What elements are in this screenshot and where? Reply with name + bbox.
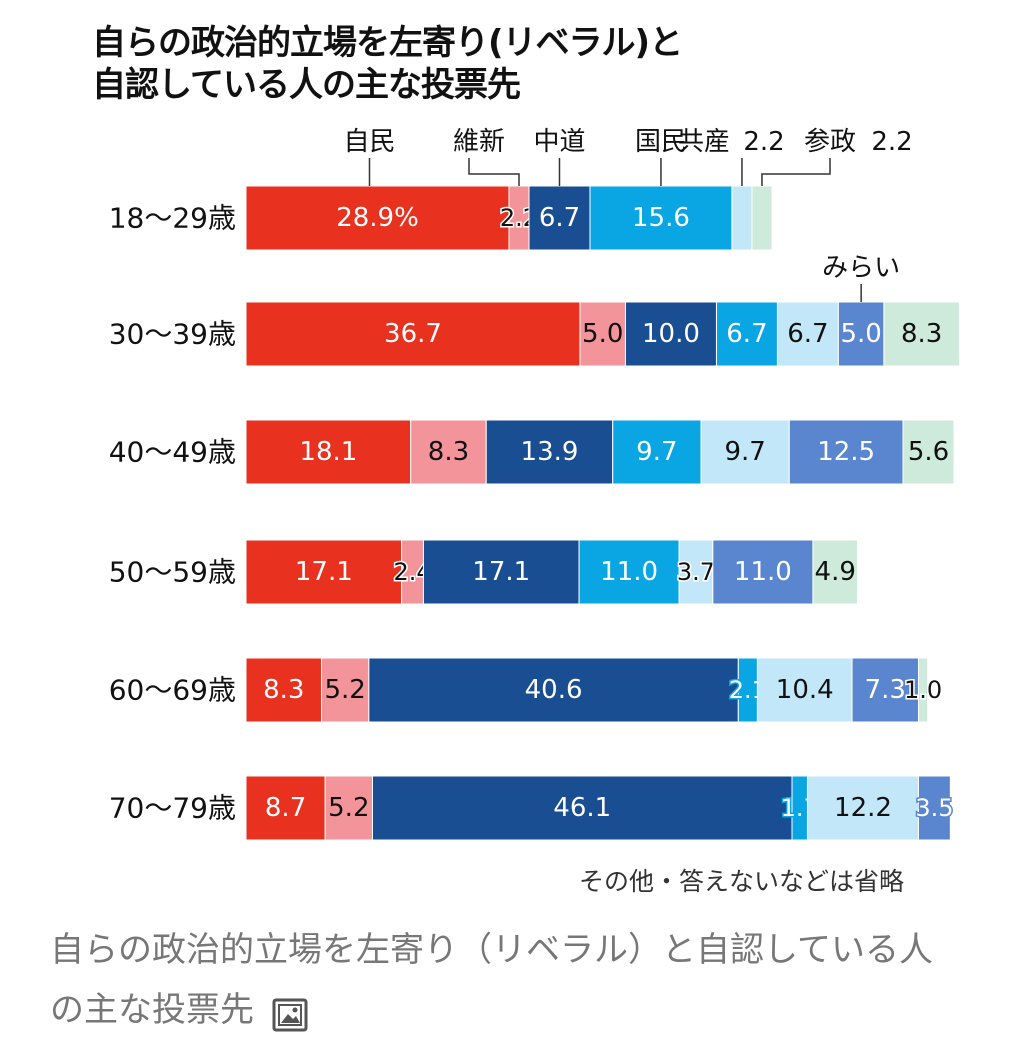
legend-label: 国民 (635, 127, 687, 157)
legend-label: 中道 (533, 127, 585, 157)
bar-segment (700, 419, 790, 485)
bar-segment (812, 539, 859, 605)
category-label: 40〜49歳 (109, 436, 236, 469)
data-label: 11.0 (600, 557, 658, 587)
data-label: 46.1 (553, 793, 611, 823)
bar-segment (485, 419, 614, 485)
bar-segment (756, 657, 853, 723)
legend-value: 2.2 (743, 127, 784, 157)
category-label: 30〜39歳 (109, 318, 236, 351)
bar-segment (731, 185, 753, 251)
data-label: 10.4 (776, 675, 834, 705)
bar-segment (917, 657, 929, 723)
image-icon[interactable] (272, 991, 308, 1031)
data-label: 17.1 (472, 557, 530, 587)
data-label: 4.9 (815, 557, 856, 587)
bar-segment (902, 419, 955, 485)
category-label: 50〜59歳 (109, 556, 236, 589)
leader-line (761, 158, 831, 186)
bar-segment (751, 185, 773, 251)
bar-segment (715, 301, 778, 367)
data-label: 8.3 (901, 319, 942, 349)
data-label: 5.2 (325, 675, 366, 705)
data-label: 5.0 (840, 319, 881, 349)
legend-label: 自民 (343, 127, 395, 157)
bar-segment (851, 657, 919, 723)
chart-title-line-2: 自認している人の主な投票先 (92, 65, 521, 105)
data-label: 9.7 (636, 437, 677, 467)
data-label: 8.3 (428, 437, 469, 467)
data-label: 7.3 (865, 675, 906, 705)
data-label: 6.7 (539, 203, 580, 233)
bar-segment (589, 185, 733, 251)
data-label: 15.6 (632, 203, 690, 233)
data-label: 6.7 (787, 319, 828, 349)
bar-segment (245, 657, 323, 723)
bar-segment (410, 419, 487, 485)
data-label: 3.7 (677, 558, 715, 586)
category-label: 18〜29歳 (109, 202, 236, 235)
bar-segment (371, 775, 793, 841)
chart-title-line-1: 自らの政治的立場を左寄り(リベラル)と (92, 23, 683, 63)
legend-label: 維新 (453, 127, 505, 157)
data-label: 28.9% (336, 203, 419, 233)
bar-segment (806, 775, 919, 841)
data-label: 1.0 (904, 676, 942, 704)
bar-segment (368, 657, 739, 723)
data-label: 36.7 (384, 319, 442, 349)
bar-segment (245, 301, 581, 367)
bar-segment (678, 539, 714, 605)
legend-label: みらい (822, 253, 900, 283)
data-label: 9.7 (724, 437, 765, 467)
bar-segment (245, 539, 403, 605)
data-label: 5.6 (908, 437, 949, 467)
bar-segment (612, 419, 702, 485)
data-label: 40.6 (525, 675, 583, 705)
data-label: 11.0 (734, 557, 792, 587)
bar-segment (245, 419, 412, 485)
data-label: 12.2 (834, 793, 892, 823)
image-caption: 自らの政治的立場を左寄り（リベラル）と自認している人の主な投票先 (50, 920, 960, 1040)
data-label: 8.7 (265, 793, 306, 823)
bar-segment (837, 301, 885, 367)
data-label: 8.3 (263, 675, 304, 705)
stacked-bar-chart: 18〜29歳 28.9% 2.2 6.7 15.6 30〜39歳 36.7 5.0 10.0 6.… (109, 127, 960, 841)
bar-segment (917, 775, 951, 841)
data-label: 3.5 (915, 794, 953, 822)
bar-segment (245, 775, 326, 841)
bar-segment (624, 301, 717, 367)
legend-label: 共産 (678, 127, 730, 157)
data-label: 6.7 (726, 319, 767, 349)
data-label: 12.5 (817, 437, 875, 467)
data-label: 18.1 (299, 437, 357, 467)
bar-segment (776, 301, 839, 367)
data-label: 17.1 (295, 557, 353, 587)
bar-segment (324, 775, 373, 841)
chart-note: その他・答えないなどは省略 (578, 867, 904, 896)
data-label: 13.9 (521, 437, 579, 467)
bar-segment (422, 539, 580, 605)
bar-segment (245, 185, 510, 251)
chart-title: 自らの政治的立場を左寄り(リベラル)と 自認している人の主な投票先 (92, 22, 683, 106)
leader-line (468, 158, 520, 186)
bar-segment (712, 539, 814, 605)
category-label: 60〜69歳 (109, 674, 236, 707)
caption-text: 自らの政治的立場を左寄り（リベラル）と自認している人の主な投票先 (50, 930, 933, 1030)
category-label: 70〜79歳 (109, 792, 236, 825)
bar-segment (883, 301, 960, 367)
bar-segment (579, 301, 626, 367)
data-label: 5.2 (328, 793, 369, 823)
data-label: 5.0 (582, 319, 623, 349)
bar-segment (578, 539, 680, 605)
legend-value: 2.2 (871, 127, 912, 157)
legend-label: 参政 (804, 127, 856, 157)
data-label: 10.0 (642, 319, 700, 349)
